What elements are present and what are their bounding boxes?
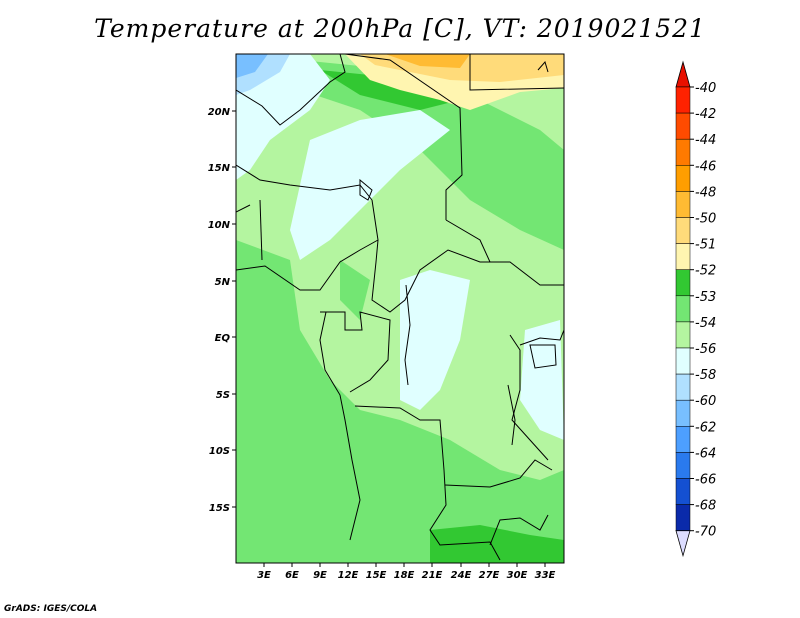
colorbar-swatch: [675, 347, 691, 375]
lat-label: EQ: [215, 333, 231, 344]
colorbar-swatch: [675, 295, 691, 323]
colorbar-swatch: [675, 269, 691, 297]
colorbar-label: -58: [695, 368, 716, 383]
colorbar-bottom-arrow: [675, 530, 691, 558]
field-minus54-nw: [236, 54, 330, 180]
colorbar-label: -53: [695, 290, 716, 305]
boundary-line: [344, 54, 463, 220]
boundary-line: [259, 199, 263, 261]
colorbar-swatch: [675, 138, 691, 166]
lon-label: 6E: [285, 570, 299, 581]
colorbar-swatch: [675, 478, 691, 505]
boundary-line: [236, 164, 373, 201]
field-minus48: [385, 54, 470, 68]
boundary-line: [320, 311, 391, 393]
colorbar-swatch: [675, 217, 691, 244]
lat-label: 15N: [208, 163, 231, 174]
colorbar-label: -46: [695, 159, 716, 174]
colorbar-swatch: [675, 112, 691, 140]
axis-ticks: [232, 110, 546, 567]
colorbar-label: -40: [695, 81, 716, 96]
colorbar-swatch: [675, 86, 691, 114]
lon-label: 18E: [394, 570, 415, 581]
colorbar-swatch: [675, 243, 691, 270]
boundary-line: [445, 219, 491, 263]
boundary-line: [404, 284, 411, 386]
boundary-line: [469, 54, 564, 91]
field-minus52-west: [340, 260, 370, 320]
credit-label: GrADS: IGES/COLA: [4, 604, 98, 614]
colorbar-swatch: [675, 426, 691, 453]
colorbar-label: -52: [695, 264, 716, 279]
boundary-line: [354, 405, 501, 561]
colorbar-label: -64: [695, 446, 716, 461]
lon-label: 12E: [338, 570, 359, 581]
lat-label: 5N: [215, 277, 231, 288]
lon-label: 27E: [479, 570, 500, 581]
colorbar-label: -50: [695, 212, 716, 227]
lat-label: 15S: [209, 503, 230, 514]
colorbar: -40 -42 -44 -46 -48 -50 -51 -52 -53 -54 -56 -58 -60 -…: [675, 60, 716, 558]
temperature-field: [236, 54, 564, 563]
colorbar-label: -60: [695, 394, 716, 409]
field-minus54-center: [400, 270, 470, 410]
lat-label: 10N: [208, 220, 231, 231]
lon-label: 3E: [257, 570, 271, 581]
lon-label: 24E: [451, 570, 472, 581]
chart-title: Temperature at 200hPa [C], VT: 201902152…: [94, 14, 706, 43]
colorbar-swatch: [675, 373, 691, 401]
colorbar-label: -62: [695, 420, 716, 435]
field-minus52-south: [236, 240, 564, 563]
colorbar-label: -70: [695, 525, 716, 540]
boundary-line: [236, 54, 346, 126]
colorbar-label: -42: [695, 107, 716, 122]
lake-tanganyika: [507, 384, 516, 446]
boundary-line: [509, 334, 549, 461]
colorbar-swatch: [675, 165, 691, 192]
colorbar-swatch: [675, 191, 691, 218]
field-minus51-north: [320, 70, 460, 110]
lake-chad: [359, 178, 373, 201]
colorbar-label: -44: [695, 133, 716, 148]
field-minus51-south: [430, 525, 564, 563]
field-minus54-band: [290, 110, 450, 260]
coastline-north: [537, 60, 549, 73]
field-minus52-north: [300, 60, 564, 250]
lat-label: 5S: [216, 390, 230, 401]
lake-victoria: [529, 344, 557, 369]
country-boundaries: [236, 54, 564, 561]
lat-label: 10S: [209, 446, 230, 457]
field-minus58: [236, 54, 268, 78]
lon-label: 33E: [535, 570, 556, 581]
boundary-line: [444, 459, 553, 488]
boundary-line: [489, 514, 549, 546]
colorbar-swatch: [675, 399, 691, 427]
lon-label: 30E: [507, 570, 528, 581]
map-frame: [235, 53, 565, 564]
lat-labels: 20N 15N 10N 5N EQ 5S 10S 15S: [208, 107, 231, 514]
boundary-line: [371, 199, 564, 313]
colorbar-label: -66: [695, 473, 716, 488]
colorbar-top-arrow: [675, 60, 691, 88]
boundary-line: [236, 239, 379, 291]
lon-labels: 3E 6E 9E 12E 15E 18E 21E 24E 27E 30E 33E: [257, 570, 555, 581]
colorbar-swatch: [675, 504, 691, 531]
colorbar-label: -54: [695, 316, 716, 331]
colorbar-label: -56: [695, 342, 716, 357]
boundary-line: [519, 329, 564, 346]
coastline-west: [319, 311, 361, 541]
colorbar-swatch: [675, 321, 691, 349]
colorbar-label: -48: [695, 185, 716, 200]
colorbar-label: -51: [695, 238, 716, 253]
lon-label: 9E: [313, 570, 327, 581]
boundary-line: [236, 204, 251, 213]
lon-label: 15E: [366, 570, 387, 581]
lon-label: 21E: [422, 570, 443, 581]
lat-label: 20N: [208, 107, 231, 118]
colorbar-swatch: [675, 452, 691, 479]
colorbar-label: -68: [695, 499, 716, 514]
